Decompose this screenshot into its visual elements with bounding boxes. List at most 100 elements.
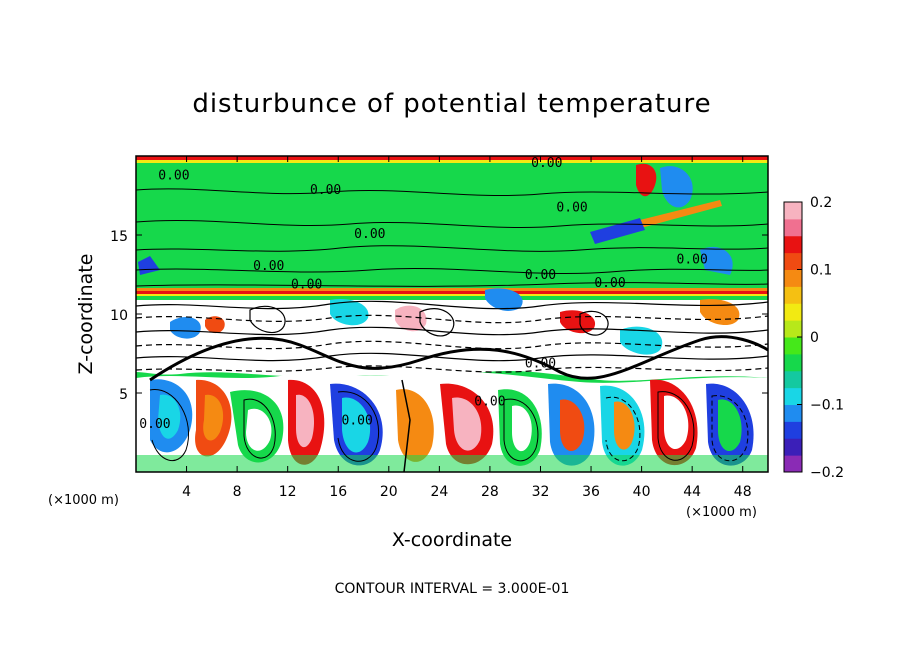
y-tick-label: 10 [110,308,128,324]
contour-label: 0.00 [525,268,556,283]
contour-upper-1 [136,188,768,197]
contour-label: 0.00 [525,357,556,372]
x-tick-label: 8 [233,484,242,500]
eddy-1b [158,394,181,439]
colorbar-segment [784,286,802,304]
middle-blob-1 [170,317,201,339]
colorbar-tick-label: 0.2 [810,195,832,211]
tropopause-band [136,288,768,291]
contour-label: 0.00 [474,395,505,410]
contour-interval-text: CONTOUR INTERVAL = 3.000E-01 [335,581,570,597]
colorbar-segment [784,303,802,321]
contour-mid-3 [136,326,768,336]
contour-label: 0.00 [594,276,625,291]
contour-low-8 [711,395,749,462]
x-tick-label: 36 [582,484,600,500]
contour-low-6 [605,396,641,462]
colorbar-segment [784,337,802,355]
middle-blob-4 [395,305,427,332]
top-band [136,156,768,160]
contour-low-4 [401,379,411,472]
eddy-9-core [560,399,585,452]
colorbar-tick-label: −0.1 [810,398,844,414]
eddy-2b [203,394,224,441]
eddy-7-core [452,397,482,451]
contour-upper-4 [136,267,768,275]
chart-title: disturbunce of potential temperature [192,89,711,119]
colorbar-segment [784,404,802,422]
colorbar [784,202,802,473]
eddy-10-core [614,401,635,450]
x-tick-label: 32 [532,484,550,500]
colorbar-segment [784,320,802,338]
eddy-8-core [512,405,532,452]
contour-lines-middle [136,300,768,382]
contour-upper-3 [136,245,768,252]
contour-low-2 [243,398,276,459]
middle-layer [136,300,768,381]
contour-low-5 [503,398,539,462]
contour-label: 0.00 [310,183,341,198]
tropopause-band-3 [136,294,768,296]
contour-label: 0.00 [291,278,322,293]
plot-area: 0.00 0.00 0.00 0.00 0.00 0.00 0.00 0.00 0.00 0.00… [136,156,768,472]
contour-loop-2 [419,308,455,337]
contour-lines [136,188,768,287]
contour-mid-4 [136,340,768,350]
upper-left-blob [138,256,160,275]
middle-blob-7 [620,326,663,355]
middle-blob-6 [560,310,596,334]
x-tick-label: 40 [633,484,651,500]
eddy-6 [396,389,434,462]
x-tick-label: 44 [683,484,701,500]
colorbar-segment [784,370,802,389]
middle-blob-2 [205,316,225,334]
contour-wave-thick [149,335,768,382]
colorbar-segment [784,421,802,439]
contour-upper-2 [136,219,768,229]
colorbar-segment [784,387,802,405]
y-tick-label: 15 [110,229,128,245]
contour-upper-5 [136,282,768,287]
contour-mid-2 [136,314,768,324]
contour-label: 0.00 [253,259,284,274]
surface-band [136,455,768,472]
colorbar-segment [784,353,802,372]
y-axis-ticks: 5 10 15 [110,229,768,403]
eddy-12-core [718,399,742,452]
eddy-11-core [664,395,689,450]
y-axis-label: Z-coordinate [75,254,97,375]
contour-loop-3 [579,310,609,336]
colorbar-segment [784,202,802,220]
colorbar-segment [784,235,802,254]
colorbar-ticks: 0.2 0.1 0 −0.1 −0.2 [797,195,844,481]
contour-labels: 0.00 0.00 0.00 0.00 0.00 0.00 0.00 0.00 0.00 0.00… [139,156,708,432]
x-axis-ticks: 4 8 12 16 20 24 28 32 36 40 44 48 [182,156,752,500]
x-tick-label: 16 [329,484,347,500]
contour-low-7 [657,391,695,461]
contour-label: 0.00 [556,200,587,215]
colorbar-segment [784,269,802,287]
top-band-2 [136,160,768,163]
colorbar-tick-label: 0 [810,330,819,346]
contour-label: 0.00 [158,169,189,184]
x-tick-label: 4 [182,484,191,500]
colorbar-tick-label: 0.1 [810,263,832,279]
middle-blob-3 [330,298,369,326]
colorbar-segment [784,252,802,270]
contour-mid-6 [136,365,768,373]
y-tick-label: 5 [119,387,128,403]
eddy-4-core [296,394,315,448]
tropopause-band-2 [136,291,768,294]
contour-low-3 [337,391,380,462]
x-tick-label: 24 [430,484,448,500]
x-unit-label-left: (×1000 m) [48,493,119,508]
contour-label: 0.00 [354,227,385,242]
contour-low-1 [149,389,189,462]
colorbar-segment [784,438,802,456]
contour-label: 0.00 [139,417,170,432]
colorbar-segment [784,455,802,473]
x-tick-label: 20 [380,484,398,500]
